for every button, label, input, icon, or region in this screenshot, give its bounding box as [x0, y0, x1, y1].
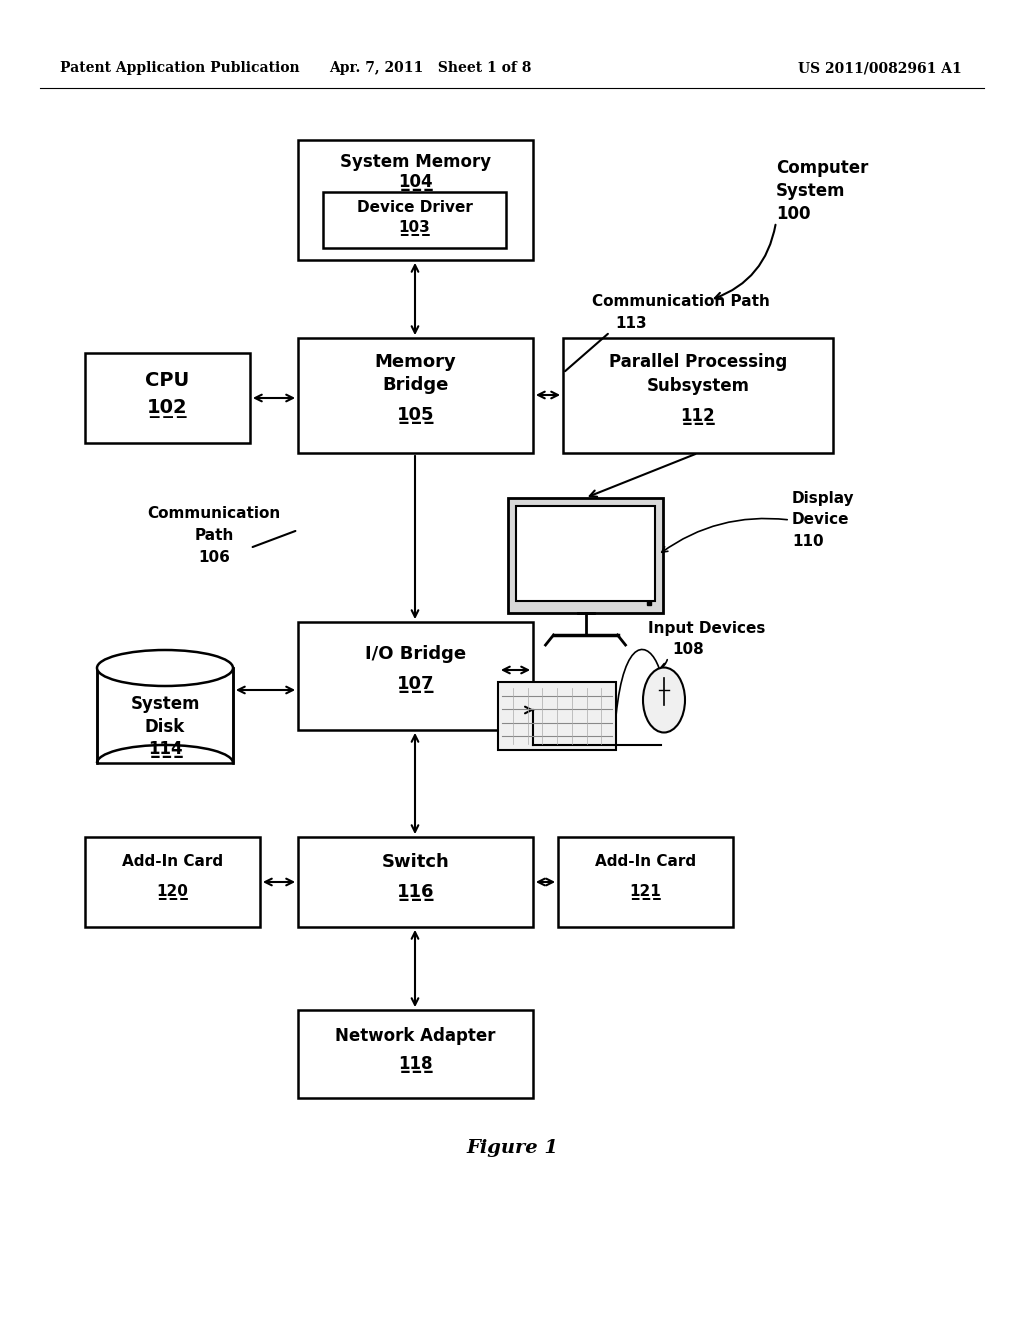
Text: 1̲0̲7̲: 1̲0̲7̲ [396, 675, 434, 693]
Text: Input Devices: Input Devices [648, 620, 765, 635]
Text: Computer: Computer [776, 158, 868, 177]
Bar [323, 191, 506, 248]
Text: 1̲1̲2̲: 1̲1̲2̲ [681, 407, 716, 425]
Text: Disk: Disk [144, 718, 185, 737]
Text: CPU: CPU [145, 371, 189, 391]
Text: System Memory: System Memory [340, 153, 492, 172]
Bar [298, 140, 534, 260]
Text: 1̲0̲4̲: 1̲0̲4̲ [398, 173, 433, 191]
Text: 1̲2̲1̲: 1̲2̲1̲ [630, 884, 662, 900]
Text: I/O Bridge: I/O Bridge [365, 645, 466, 663]
Text: Switch: Switch [382, 853, 450, 871]
Bar [516, 506, 655, 601]
Text: Patent Application Publication: Patent Application Publication [60, 61, 300, 75]
Text: Path: Path [195, 528, 233, 543]
Bar [558, 837, 733, 927]
Text: 1̲2̲0̲: 1̲2̲0̲ [157, 884, 188, 900]
Text: 113: 113 [615, 317, 646, 331]
Bar [85, 352, 250, 444]
Bar [563, 338, 833, 453]
Ellipse shape [97, 649, 233, 686]
Text: 1̲0̲2̲: 1̲0̲2̲ [147, 400, 187, 418]
Text: 108: 108 [672, 643, 703, 657]
Text: Device Driver: Device Driver [356, 201, 472, 215]
Text: Communication: Communication [147, 506, 281, 520]
Bar [97, 668, 233, 763]
Bar [85, 837, 260, 927]
Text: 1̲0̲5̲: 1̲0̲5̲ [396, 407, 434, 424]
Text: 100: 100 [776, 205, 811, 223]
Text: Subsystem: Subsystem [646, 378, 750, 395]
Text: Device: Device [792, 512, 850, 528]
Text: System: System [130, 696, 200, 713]
Text: 1̲1̲4̲: 1̲1̲4̲ [147, 739, 182, 758]
Text: Display: Display [792, 491, 855, 506]
Ellipse shape [643, 668, 685, 733]
Text: Apr. 7, 2011   Sheet 1 of 8: Apr. 7, 2011 Sheet 1 of 8 [329, 61, 531, 75]
Text: Figure 1: Figure 1 [466, 1139, 558, 1158]
Text: 1̲0̲3̲: 1̲0̲3̲ [398, 220, 430, 236]
Text: 110: 110 [792, 535, 823, 549]
Text: System: System [776, 182, 846, 201]
Text: Memory: Memory [375, 352, 457, 371]
Bar [298, 1010, 534, 1098]
Text: Add-In Card: Add-In Card [122, 854, 223, 870]
Text: Add-In Card: Add-In Card [595, 854, 696, 870]
Bar [498, 682, 616, 750]
Text: Network Adapter: Network Adapter [335, 1027, 496, 1045]
Text: Parallel Processing: Parallel Processing [609, 352, 787, 371]
Bar [298, 338, 534, 453]
Text: US 2011/0082961 A1: US 2011/0082961 A1 [799, 61, 962, 75]
Text: 1̲1̲6̲: 1̲1̲6̲ [396, 883, 434, 902]
Text: 1̲1̲8̲: 1̲1̲8̲ [398, 1055, 433, 1073]
Text: Communication Path: Communication Path [592, 294, 770, 309]
Bar [508, 498, 663, 612]
Bar [298, 622, 534, 730]
Text: Bridge: Bridge [382, 376, 449, 393]
Bar [298, 837, 534, 927]
Text: 106: 106 [198, 549, 230, 565]
